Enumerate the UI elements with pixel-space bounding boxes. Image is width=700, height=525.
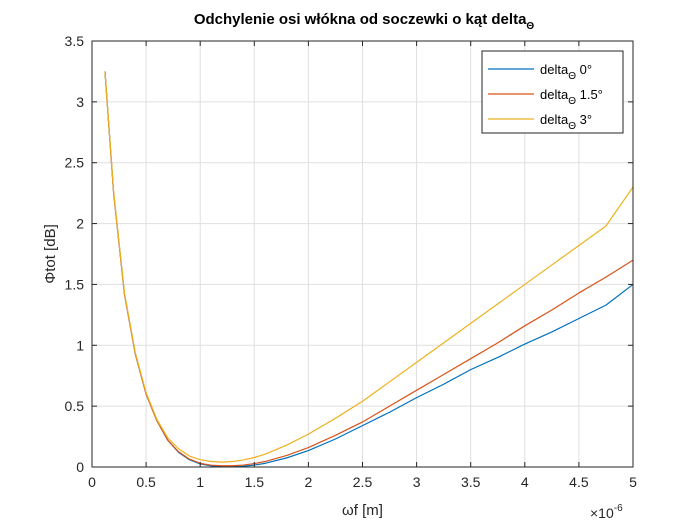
x-tick-label: 2.5 [353,474,373,490]
legend: deltaΘ 0°deltaΘ 1.5°deltaΘ 3° [481,50,624,134]
ticks: 0 0.5 1 1.5 2 2.5 3 3.5 4 4.5 5 0 0.5 1 1.5 2 2.5 3 3.5 [65,33,638,490]
y-tick-label: 0 [76,459,84,475]
legend-entry: deltaΘ 0° [540,62,592,82]
x-tick-label: 4 [521,474,529,490]
x-tick-label: 2 [305,474,313,490]
y-tick-label: 1 [76,337,84,353]
series-line-2 [104,71,634,463]
legend-entry-name: delta [540,87,569,102]
grid [91,40,634,468]
chart-title: Odchylenie osi włókna od soczewki o kąt … [194,11,535,32]
y-tick-label: 2.5 [65,155,85,171]
x-axis-label: ωf [m] [342,502,383,519]
x-tick-label: 0.5 [136,474,156,490]
legend-entry-suffix: 3° [576,112,592,127]
y-tick-label: 3 [76,94,84,110]
x-tick-label: 5 [629,474,637,490]
y-axis-label: Φtot [dB] [42,224,59,284]
series-group [104,71,634,468]
x-tick-label: 4.5 [569,474,589,490]
y-tick-label: 1.5 [65,276,85,292]
legend-entry-suffix: 0° [576,62,592,77]
x-exponent-label: ×10-6 [590,503,623,521]
legend-entry-name: delta [540,112,569,127]
x-tick-label: 0 [88,474,96,490]
y-tick-label: 3.5 [65,33,85,49]
legend-entry: deltaΘ 3° [540,112,592,132]
x-tick-label: 1 [196,474,204,490]
y-tick-label: 2 [76,216,84,232]
legend-entry-subscript: Θ [568,121,576,132]
x-tick-label: 3 [413,474,421,490]
legend-entry-name: delta [540,62,569,77]
legend-entry-suffix: 1.5° [576,87,603,102]
x-tick-label: 3.5 [461,474,481,490]
legend-entry: deltaΘ 1.5° [540,87,603,107]
legend-entry-subscript: Θ [568,71,576,82]
y-tick-label: 0.5 [65,398,85,414]
legend-entry-subscript: Θ [568,96,576,107]
x-tick-label: 1.5 [245,474,265,490]
